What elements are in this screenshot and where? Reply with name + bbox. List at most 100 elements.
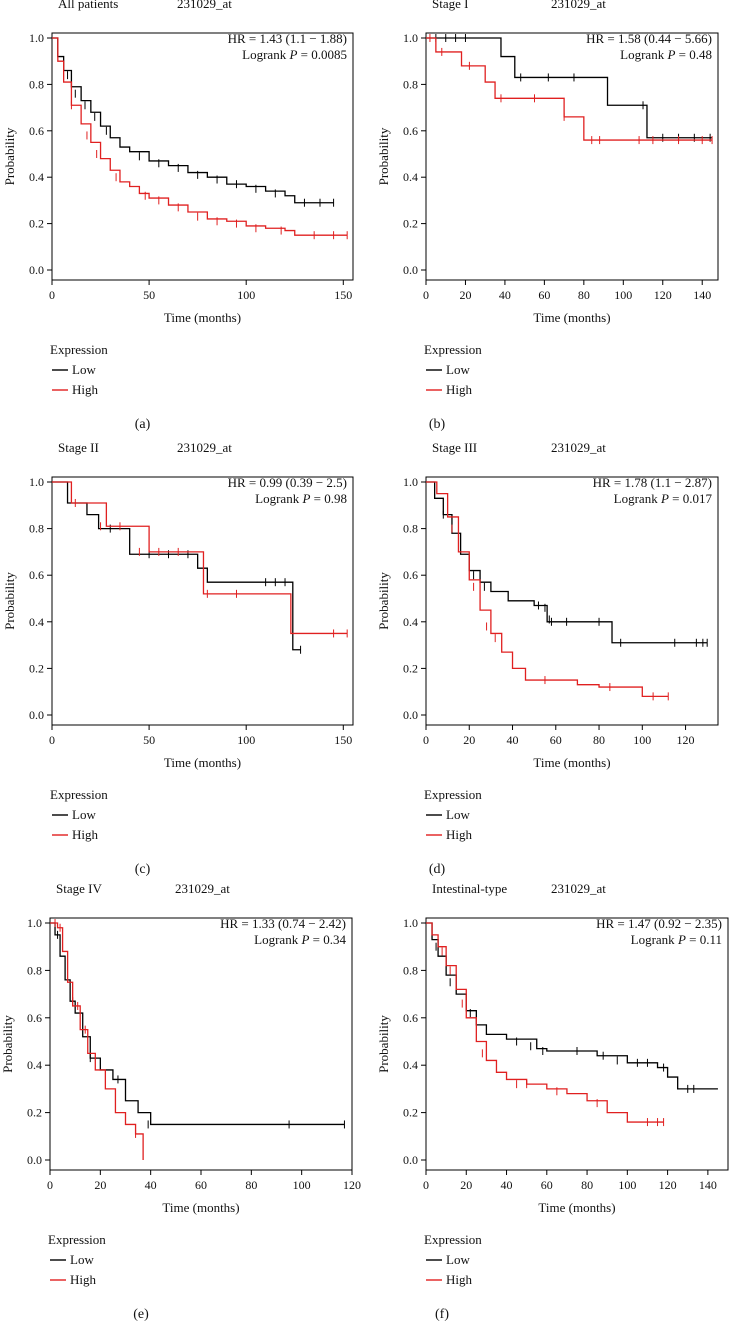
legend-low-label: Low — [72, 362, 96, 377]
y-tick-label: 0.2 — [403, 217, 418, 231]
panel-title: Intestinal-type — [432, 881, 507, 896]
x-axis-label: Time (months) — [162, 1200, 239, 1215]
x-axis-label: Time (months) — [164, 755, 241, 770]
series-high-curve — [52, 481, 348, 635]
y-tick-label: 0.8 — [29, 522, 44, 536]
logrank-value: = 0.34 — [309, 932, 346, 947]
y-tick-label: 1.0 — [29, 475, 44, 489]
x-tick-label: 40 — [507, 733, 519, 747]
x-tick-label: 0 — [423, 1178, 429, 1192]
series-high-curve — [50, 922, 144, 1160]
logrank-prefix: Logrank — [242, 47, 289, 62]
y-tick-label: 1.0 — [27, 916, 42, 930]
y-tick-label: 0.0 — [403, 263, 418, 277]
x-tick-label: 80 — [593, 733, 605, 747]
x-tick-label: 100 — [633, 733, 651, 747]
y-axis-label: Probability — [376, 1015, 391, 1073]
logrank-prefix: Logrank — [614, 491, 661, 506]
x-axis-label: Time (months) — [538, 1200, 615, 1215]
plot-frame — [49, 917, 353, 1171]
panel-title: Stage II — [58, 440, 99, 455]
x-tick-label: 80 — [578, 288, 590, 302]
x-axis-label: Time (months) — [533, 310, 610, 325]
x-tick-label: 0 — [49, 733, 55, 747]
logrank-prefix: Logrank — [255, 491, 302, 506]
y-tick-label: 0.4 — [27, 1058, 42, 1072]
y-axis-label: Probability — [2, 127, 17, 185]
plot-frame — [425, 32, 719, 281]
probe-id: 231029_at — [177, 0, 232, 11]
y-tick-label: 0.0 — [29, 708, 44, 722]
x-tick-label: 100 — [618, 1178, 636, 1192]
y-tick-label: 0.2 — [403, 1106, 418, 1120]
logrank-value: = 0.11 — [686, 932, 722, 947]
x-tick-label: 50 — [143, 288, 155, 302]
legend-high-label: High — [72, 382, 99, 397]
x-axis-label: Time (months) — [533, 755, 610, 770]
x-tick-label: 120 — [659, 1178, 677, 1192]
x-tick-label: 120 — [654, 288, 672, 302]
x-axis-label: Time (months) — [164, 310, 241, 325]
x-tick-label: 40 — [145, 1178, 157, 1192]
x-tick-label: 50 — [143, 733, 155, 747]
x-tick-label: 20 — [94, 1178, 106, 1192]
y-tick-label: 0.4 — [403, 615, 418, 629]
x-tick-label: 60 — [195, 1178, 207, 1192]
y-tick-label: 1.0 — [403, 916, 418, 930]
y-tick-label: 0.4 — [403, 170, 418, 184]
x-tick-label: 60 — [541, 1178, 553, 1192]
legend-title: Expression — [424, 342, 482, 357]
panel-caption: (b) — [429, 417, 446, 432]
x-tick-label: 100 — [237, 733, 255, 747]
x-tick-label: 140 — [699, 1178, 717, 1192]
y-tick-label: 0.8 — [403, 77, 418, 91]
series-low-curve — [52, 37, 334, 204]
hazard-ratio: HR = 1.58 (0.44 − 5.66) — [586, 31, 712, 46]
x-tick-label: 120 — [343, 1178, 361, 1192]
y-tick-label: 0.0 — [403, 1153, 418, 1167]
x-tick-label: 20 — [463, 733, 475, 747]
y-tick-label: 1.0 — [29, 31, 44, 45]
probe-id: 231029_at — [551, 0, 606, 11]
x-tick-label: 60 — [550, 733, 562, 747]
x-tick-label: 140 — [693, 288, 711, 302]
series-high-curve — [52, 37, 348, 236]
legend-high-label: High — [446, 382, 473, 397]
logrank-p: Logrank P = 0.11 — [631, 932, 722, 947]
y-tick-label: 0.6 — [403, 1011, 418, 1025]
series-low-curve — [52, 481, 301, 651]
logrank-p: Logrank P = 0.017 — [614, 491, 713, 506]
logrank-p: Logrank P = 0.34 — [254, 932, 346, 947]
y-axis-label: Probability — [2, 572, 17, 630]
km-panel-6: Intestinal-type 231029_at HR = 1.47 (0.92 … — [376, 881, 729, 1322]
y-tick-label: 0.4 — [29, 170, 44, 184]
x-tick-label: 40 — [501, 1178, 513, 1192]
x-tick-label: 100 — [614, 288, 632, 302]
panel-title: Stage IV — [56, 881, 102, 896]
hazard-ratio: HR = 1.78 (1.1 − 2.87) — [593, 475, 712, 490]
legend-title: Expression — [50, 342, 108, 357]
logrank-prefix: Logrank — [254, 932, 301, 947]
hazard-ratio: HR = 0.99 (0.39 − 2.5) — [228, 475, 347, 490]
series-high-curve — [426, 922, 664, 1123]
logrank-p: Logrank P = 0.0085 — [242, 47, 347, 62]
legend-low-label: Low — [72, 807, 96, 822]
series-low-curve — [426, 481, 708, 644]
x-tick-label: 0 — [47, 1178, 53, 1192]
x-tick-label: 150 — [334, 733, 352, 747]
y-tick-label: 0.6 — [403, 568, 418, 582]
x-tick-label: 0 — [423, 288, 429, 302]
panel-title: Stage III — [432, 440, 477, 455]
legend-low-label: Low — [446, 1252, 470, 1267]
x-tick-label: 120 — [677, 733, 695, 747]
series-low-curve — [50, 922, 345, 1126]
logrank-p-symbol: P — [677, 932, 686, 947]
x-tick-label: 100 — [237, 288, 255, 302]
y-tick-label: 0.0 — [27, 1153, 42, 1167]
legend-high-label: High — [446, 827, 473, 842]
series-high-curve — [426, 481, 669, 698]
legend-high-label: High — [446, 1272, 473, 1287]
panel-caption: (d) — [429, 862, 446, 877]
y-tick-label: 0.8 — [29, 77, 44, 91]
